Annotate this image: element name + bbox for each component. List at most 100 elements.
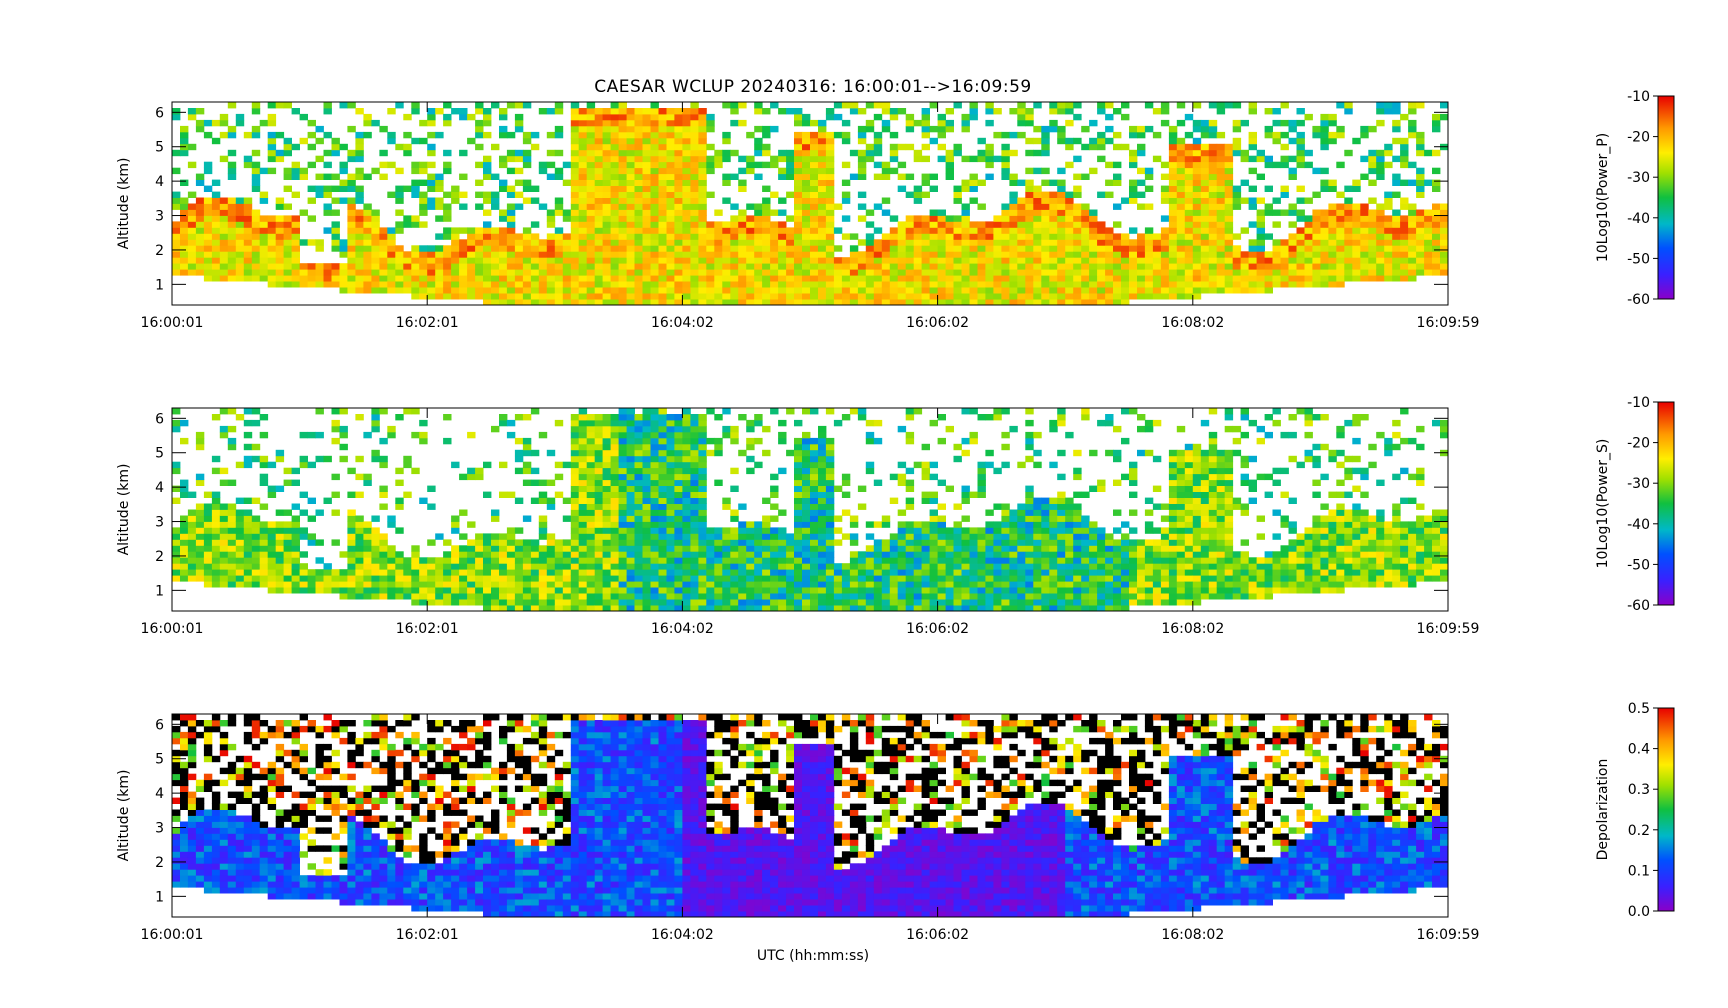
heatmap-cell [331,281,340,288]
heatmap-cell [1368,167,1377,175]
heatmap-cell [259,533,269,540]
heatmap-cell [754,569,763,576]
heatmap-cell [291,569,300,576]
heatmap-cell [459,275,468,282]
heatmap-cell [475,539,484,546]
heatmap-cell [379,437,388,445]
heatmap-cell [1129,131,1138,139]
heatmap-cell [570,197,580,204]
heatmap-cell [411,179,420,186]
heatmap-cell [355,167,364,175]
heatmap-cell [1144,245,1154,252]
heatmap-cell [650,443,659,451]
heatmap-cell [953,269,962,276]
heatmap-cell [1416,137,1425,145]
heatmap-cell [937,269,946,276]
heatmap-cell [969,251,978,258]
heatmap-cell [1424,245,1433,252]
heatmap-cell [674,527,683,534]
heatmap-cell [275,251,285,258]
heatmap-cell [1137,143,1146,151]
heatmap-cell [610,191,619,198]
heatmap-cell [211,233,221,240]
heatmap-cell [395,209,404,216]
heatmap-cell [634,239,643,246]
heatmap-cell [347,575,356,582]
heatmap-cell [514,414,524,421]
heatmap-cell [594,233,604,240]
heatmap-cell [778,221,787,228]
heatmap-cell [594,108,604,115]
heatmap-cell [706,161,715,169]
heatmap-cell [690,419,699,427]
heatmap-cell [1304,113,1313,121]
heatmap-cell [690,581,699,588]
heatmap-cell [642,179,651,186]
heatmap-cell [395,287,404,294]
heatmap-cell [243,275,253,282]
heatmap-cell [578,599,588,606]
heatmap-cell [993,275,1002,282]
heatmap-cell [1392,263,1401,270]
heatmap-cell [1408,221,1417,228]
heatmap-cell [195,473,205,481]
heatmap-cell [746,533,755,540]
heatmap-cell [522,233,532,240]
heatmap-cell [1041,131,1050,139]
heatmap-cell [355,593,364,600]
heatmap-cell [1089,209,1098,216]
heatmap-cell [403,113,412,121]
heatmap-cell [283,137,292,145]
heatmap-cell [235,539,245,546]
heatmap-cell [977,233,986,240]
heatmap-cell [251,275,261,282]
heatmap-cell [666,587,675,594]
heatmap-cell [650,557,659,564]
heatmap-cell [443,102,452,109]
heatmap-cell [227,551,237,558]
heatmap-cell [427,485,436,492]
heatmap-cell [746,251,755,258]
heatmap-cell [666,233,675,240]
heatmap-cell [690,251,699,258]
heatmap-cell [754,539,763,546]
heatmap-cell [235,113,245,121]
heatmap-cell [610,197,619,204]
heatmap-cell [1432,245,1441,252]
heatmap-cell [562,299,572,306]
heatmap-cell [1328,251,1337,258]
heatmap-cell [427,113,436,121]
heatmap-cell [180,479,189,486]
heatmap-cell [1160,191,1170,198]
heatmap-cell [1129,149,1138,157]
heatmap-cell [594,581,604,588]
heatmap-cell [1408,245,1417,252]
heatmap-cell [1400,161,1409,169]
heatmap-cell [187,191,197,198]
heatmap-cell [499,209,508,216]
heatmap-cell [538,605,548,612]
heatmap-cell [1224,209,1234,216]
heatmap-cell [1152,287,1162,294]
heatmap-cell [1176,102,1186,109]
heatmap-cell [993,299,1002,306]
heatmap-cell [1073,227,1082,234]
heatmap-cell [1208,233,1218,240]
heatmap-cell [1176,269,1186,276]
heatmap-cell [219,557,229,564]
heatmap-cell [770,239,779,246]
heatmap-cell [642,155,651,163]
heatmap-cell [451,108,460,115]
heatmap-cell [658,149,667,157]
heatmap-cell [419,245,428,252]
heatmap-cell [387,593,396,600]
heatmap-cell [594,245,604,252]
heatmap-cell [762,251,771,258]
heatmap-cell [802,215,811,222]
heatmap-cell [945,281,954,288]
heatmap-cell [307,197,316,204]
heatmap-cell [658,119,667,127]
heatmap-cell [969,239,978,246]
heatmap-cell [522,137,532,145]
heatmap-cell [259,527,269,534]
